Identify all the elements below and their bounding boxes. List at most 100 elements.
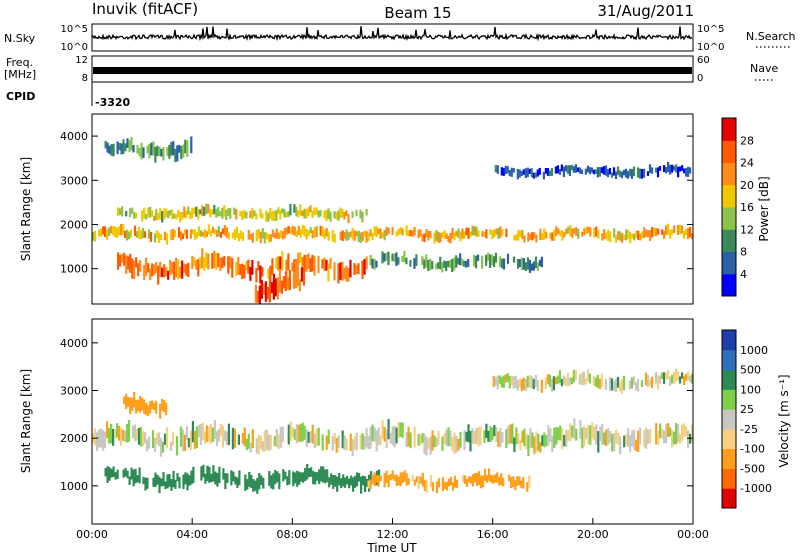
power-cell [119, 208, 122, 215]
power-cell [339, 207, 342, 219]
velocity-cell [455, 435, 458, 453]
velocity-cell [366, 479, 369, 487]
velocity-cell [445, 481, 448, 491]
power-cell [278, 269, 281, 293]
power-cell [187, 262, 190, 277]
velocity-cell [548, 374, 551, 387]
power-cell [532, 172, 535, 179]
power-cell [179, 211, 182, 223]
power-cell [251, 207, 254, 220]
power-cell [343, 267, 346, 280]
velocity-cell [155, 400, 158, 414]
power-cell [612, 167, 616, 176]
power-cell [463, 260, 466, 267]
velocity-cell [199, 423, 202, 445]
power-cell [481, 255, 484, 269]
power-cell [275, 228, 278, 239]
velocity-cell [603, 432, 606, 445]
velocity-cell [213, 420, 216, 439]
velocity-colorbar-tick-label: -500 [740, 462, 765, 475]
power-cell [667, 223, 670, 235]
velocity-cell [352, 477, 355, 492]
power-cell [526, 167, 529, 178]
frequency-frame [91, 55, 694, 83]
power-cell [427, 259, 430, 271]
power-cell [502, 167, 505, 176]
power-cell [291, 225, 294, 235]
power-cell [186, 140, 189, 157]
velocity-cell [314, 472, 317, 485]
power-cell [337, 210, 340, 221]
velocity-cell [657, 431, 660, 445]
power-cell [191, 256, 194, 269]
power-cell [443, 260, 446, 268]
power-cell [567, 226, 570, 234]
velocity-cell [443, 433, 446, 445]
power-cell [459, 231, 462, 242]
velocity-cell [562, 375, 565, 385]
velocity-cell [203, 431, 206, 444]
power-cell [131, 207, 134, 214]
power-cell [329, 257, 332, 269]
power-cell [112, 143, 115, 157]
power-cell [245, 261, 248, 271]
velocity-cell [375, 430, 378, 452]
velocity-cell [477, 427, 480, 447]
power-cell [679, 166, 682, 172]
power-cell [147, 229, 151, 239]
y-tick-label: 1000 [60, 480, 88, 493]
power-cell [577, 228, 580, 239]
power-cell [673, 225, 676, 233]
power-cell [299, 204, 302, 216]
velocity-cell [320, 466, 323, 482]
velocity-cell [656, 375, 660, 390]
power-cell [217, 253, 220, 268]
power-cell [154, 146, 157, 163]
velocity-cell [201, 422, 204, 440]
velocity-cell [183, 434, 186, 451]
power-cell [539, 228, 542, 240]
power-cell [602, 166, 605, 175]
velocity-cell [354, 475, 357, 488]
power-cell [475, 255, 478, 269]
power-cell [121, 254, 124, 263]
velocity-cell [153, 402, 156, 411]
velocity-cell [100, 428, 103, 448]
velocity-cell [461, 475, 465, 483]
power-cell [129, 229, 133, 238]
velocity-cell [482, 475, 485, 488]
velocity-cell [124, 467, 127, 477]
power-cell [281, 208, 284, 214]
power-cell [325, 228, 328, 237]
power-cell [270, 281, 273, 294]
power-cell [173, 213, 176, 219]
velocity-cell [395, 474, 398, 486]
velocity-cell [443, 481, 446, 490]
power-cell [506, 166, 509, 174]
power-cell [288, 270, 291, 291]
power-cell [321, 226, 324, 238]
velocity-cell [292, 471, 295, 487]
power-cell [267, 268, 270, 279]
velocity-cell [628, 380, 632, 390]
velocity-cell [98, 429, 101, 448]
date-title: 31/Aug/2011 [597, 2, 694, 20]
velocity-cell [616, 376, 620, 388]
power-cell [327, 231, 330, 241]
velocity-cell [407, 478, 410, 485]
velocity-cell [395, 427, 398, 444]
velocity-cell [157, 432, 161, 447]
velocity-cell [578, 374, 581, 385]
power-cell [447, 260, 450, 268]
power-cell [151, 210, 154, 217]
velocity-cell [122, 429, 125, 441]
power-cell [225, 227, 228, 238]
power-cell [199, 230, 202, 237]
velocity-cell [365, 428, 368, 448]
velocity-cell [160, 478, 163, 487]
velocity-cell [566, 372, 569, 387]
power-cell [473, 226, 476, 236]
power-colorbar-tick-label: 4 [740, 268, 747, 281]
velocity-cell [159, 403, 162, 419]
power-cell [431, 261, 434, 270]
